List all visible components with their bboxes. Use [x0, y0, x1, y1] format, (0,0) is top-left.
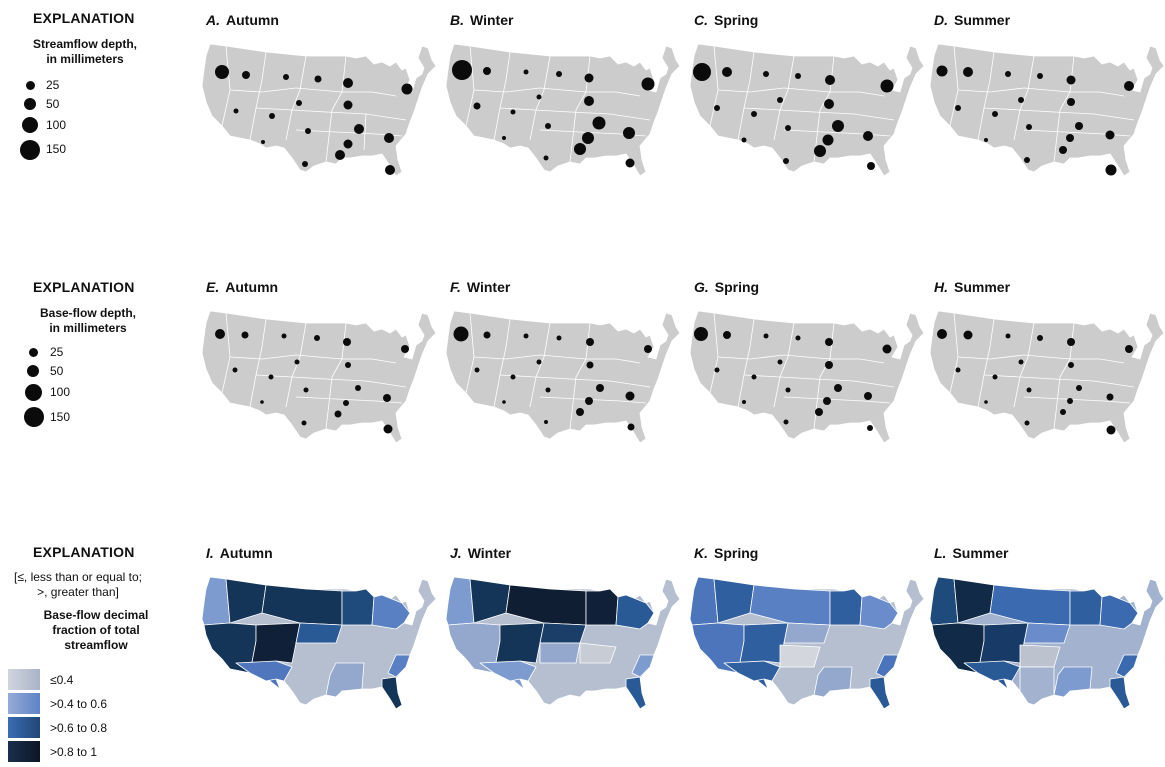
size-symbol-50: [24, 98, 36, 110]
us-map: [689, 43, 924, 177]
panel-title: A. Autumn: [206, 12, 279, 28]
panel-title: H. Summer: [934, 279, 1011, 295]
us-map: [201, 310, 436, 444]
panel-title: B. Winter: [450, 12, 514, 28]
map-panel-h-summer-baseflow: H. Summer: [924, 279, 1164, 479]
size-label: 50: [46, 97, 60, 111]
class-label: ≤0.4: [50, 673, 74, 687]
class-label: >0.4 to 0.6: [50, 697, 108, 711]
class-label: >0.8 to 1: [50, 745, 98, 759]
legend-note: [≤, less than or equal to; >, greater th…: [14, 570, 142, 599]
region-boundaries: [221, 45, 407, 163]
size-symbol-100: [25, 384, 42, 401]
us-choropleth-map: [445, 576, 680, 710]
map-panel-k-spring-fraction: K. Spring: [684, 545, 924, 745]
color-swatch-0.8-1: [8, 741, 40, 762]
baseflow-symbols: [215, 329, 409, 434]
us-map: [201, 43, 436, 177]
map-panel-b-winter-streamflow: B. Winter: [440, 12, 680, 212]
legend-subtitle: Base-flow depth, in millimeters: [39, 306, 136, 335]
map-panel-f-winter-baseflow: F. Winter: [440, 279, 680, 479]
size-symbol-25: [26, 81, 35, 90]
map-panel-d-summer-streamflow: D. Summer: [924, 12, 1164, 212]
map-panel-j-winter-fraction: J. Winter: [440, 545, 680, 745]
streamflow-symbols: [215, 65, 413, 175]
us-map: [445, 43, 680, 177]
panel-title: D. Summer: [934, 12, 1011, 28]
streamflow-symbols: [452, 60, 655, 168]
fraction-legend: EXPLANATION [≤, less than or equal to; >…: [0, 530, 190, 767]
panel-title: I. Autumn: [206, 545, 273, 561]
size-symbol-100: [22, 117, 38, 133]
panel-title: F. Winter: [450, 279, 511, 295]
panel-title: C. Spring: [694, 12, 759, 28]
size-symbol-50: [27, 365, 39, 377]
legend-title: EXPLANATION: [33, 279, 135, 295]
class-label: >0.6 to 0.8: [50, 721, 108, 735]
size-symbol-150: [20, 140, 40, 160]
panel-title: J. Winter: [450, 545, 512, 561]
color-swatch-0.6-0.8: [8, 717, 40, 738]
baseflow-symbols: [937, 329, 1133, 435]
us-map: [929, 43, 1164, 177]
color-swatch-0.4-0.6: [8, 693, 40, 714]
us-map: [445, 310, 680, 444]
panel-title: G. Spring: [694, 279, 760, 295]
map-panel-i-autumn-fraction: I. Autumn: [196, 545, 436, 745]
baseflow-legend: EXPLANATION Base-flow depth, in millimet…: [0, 270, 190, 430]
size-label: 100: [46, 118, 67, 132]
map-panel-g-spring-baseflow: G. Spring: [684, 279, 924, 479]
legend-title: EXPLANATION: [33, 544, 135, 560]
size-label: 150: [50, 410, 71, 424]
size-label: 25: [50, 345, 64, 359]
legend-subtitle: Streamflow depth, in millimeters: [32, 37, 137, 66]
us-choropleth-map: [929, 576, 1164, 710]
legend-title: EXPLANATION: [33, 10, 135, 26]
map-panel-l-summer-fraction: L. Summer: [924, 545, 1164, 745]
panel-title: E. Autumn: [206, 279, 279, 295]
streamflow-legend: EXPLANATION Streamflow depth, in millime…: [0, 0, 190, 170]
panel-title: K. Spring: [694, 545, 759, 561]
size-label: 150: [46, 142, 67, 156]
size-symbol-150: [24, 407, 44, 427]
size-label: 25: [46, 78, 60, 92]
us-choropleth-map: [201, 576, 436, 710]
map-panel-a-autumn-streamflow: A. Autumn: [196, 12, 436, 212]
panel-title: L. Summer: [934, 545, 1009, 561]
map-panel-e-autumn-baseflow: E. Autumn: [196, 279, 436, 479]
streamflow-symbols: [693, 63, 894, 170]
streamflow-symbols: [936, 65, 1134, 176]
us-map: [929, 310, 1164, 444]
baseflow-symbols: [694, 327, 892, 431]
baseflow-symbols: [453, 326, 652, 431]
size-symbol-25: [29, 348, 38, 357]
us-map: [689, 310, 924, 444]
size-label: 50: [50, 364, 64, 378]
us-choropleth-map: [689, 576, 924, 710]
size-label: 100: [50, 385, 71, 399]
color-swatch-le-0.4: [8, 669, 40, 690]
map-panel-c-spring-streamflow: C. Spring: [684, 12, 924, 212]
legend-subtitle: Base-flow decimal fraction of total stre…: [43, 608, 149, 652]
